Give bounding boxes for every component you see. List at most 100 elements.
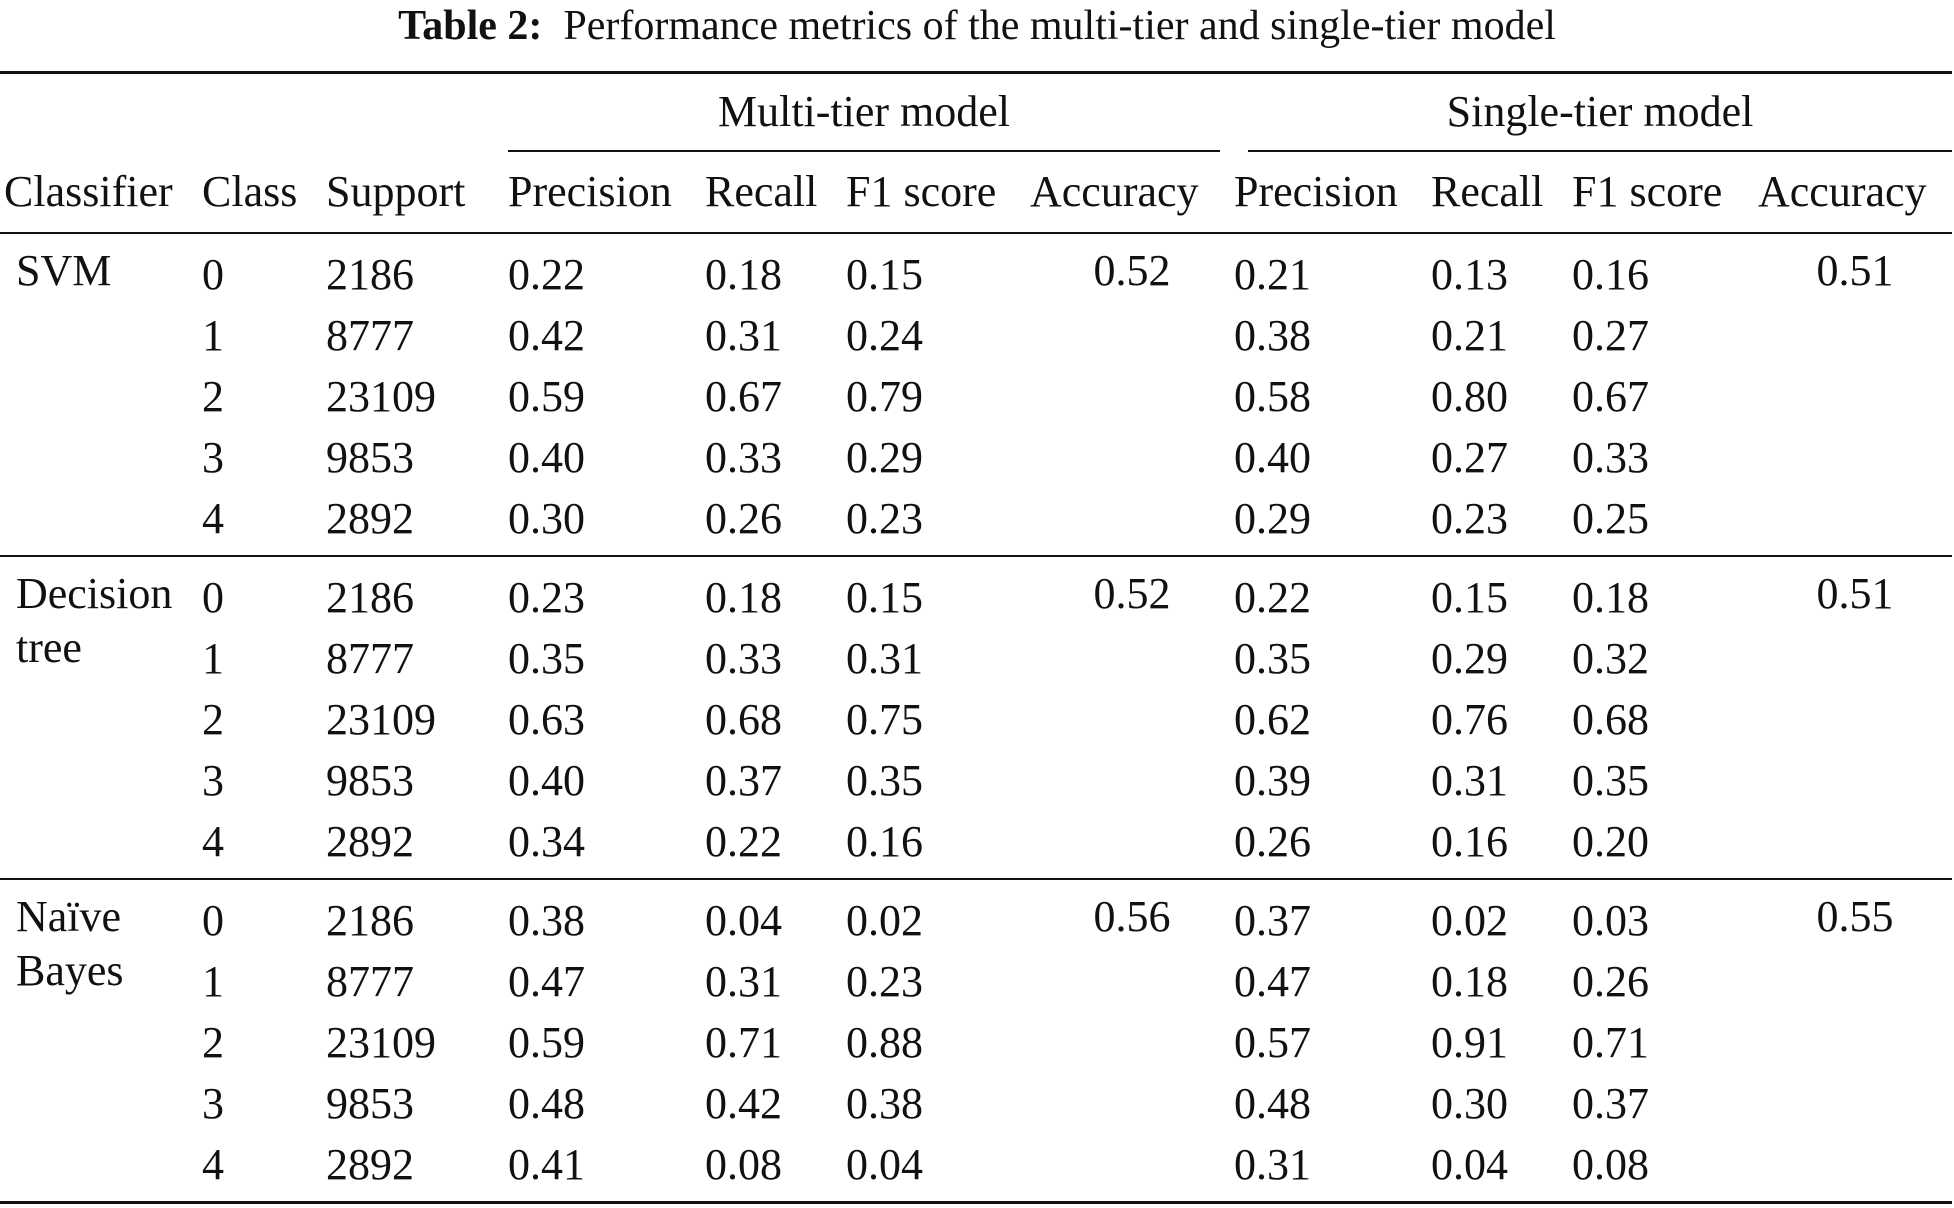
cell-multi-accuracy: 0.52 bbox=[1093, 246, 1171, 295]
cell-multi-mr: 0.33 bbox=[705, 634, 782, 683]
cell-multi-mr: 0.31 bbox=[705, 311, 782, 360]
cell-class: 0 bbox=[202, 573, 224, 622]
cell-single-sr: 0.04 bbox=[1431, 1140, 1508, 1189]
cell-multi-mf: 0.88 bbox=[846, 1018, 923, 1067]
classifier-name: Decision tree bbox=[16, 569, 173, 672]
cell-class: 1 bbox=[202, 311, 224, 360]
cell-multi-mf: 0.23 bbox=[846, 494, 923, 543]
cell-single-sf: 0.18 bbox=[1572, 573, 1649, 622]
table-header: Multi-tier model Single-tier model Class… bbox=[0, 71, 1952, 233]
group-header-single-tier: Single-tier model bbox=[1234, 74, 1952, 152]
metrics-table: Multi-tier model Single-tier model Class… bbox=[0, 71, 1952, 1204]
cell-single-sf: 0.26 bbox=[1572, 957, 1649, 1006]
cell-single-sp: 0.39 bbox=[1234, 756, 1311, 805]
cell-multi-accuracy: 0.52 bbox=[1093, 569, 1171, 618]
cell-multi-mr: 0.68 bbox=[705, 695, 782, 744]
column-header-class: Class bbox=[202, 167, 298, 216]
table-row: 1 8777 0.42 0.31 0.24 0.38 0.21 0.27 bbox=[0, 305, 1952, 366]
cell-class: 3 bbox=[202, 756, 224, 805]
column-header-multi-f1: F1 score bbox=[846, 167, 997, 216]
cell-single-sr: 0.29 bbox=[1431, 634, 1508, 683]
cell-single-sf: 0.16 bbox=[1572, 250, 1649, 299]
cell-multi-mr: 0.26 bbox=[705, 494, 782, 543]
column-header-support: Support bbox=[326, 167, 466, 216]
cell-single-sr: 0.13 bbox=[1431, 250, 1508, 299]
cell-single-sr: 0.21 bbox=[1431, 311, 1508, 360]
cell-single-sp: 0.21 bbox=[1234, 250, 1311, 299]
cell-support: 2892 bbox=[326, 494, 414, 543]
cell-class: 4 bbox=[202, 817, 224, 866]
cell-class: 0 bbox=[202, 250, 224, 299]
column-header-multi-precision: Precision bbox=[508, 167, 672, 216]
cell-multi-mf: 0.38 bbox=[846, 1079, 923, 1128]
cell-multi-mr: 0.04 bbox=[705, 896, 782, 945]
table-row: 4 2892 0.34 0.22 0.16 0.26 0.16 0.20 bbox=[0, 811, 1952, 879]
cell-multi-mf: 0.15 bbox=[846, 250, 923, 299]
cell-multi-mp: 0.47 bbox=[508, 957, 585, 1006]
cell-single-sf: 0.35 bbox=[1572, 756, 1649, 805]
cell-multi-mp: 0.23 bbox=[508, 573, 585, 622]
cell-class: 2 bbox=[202, 372, 224, 421]
cell-single-sr: 0.16 bbox=[1431, 817, 1508, 866]
cell-multi-mp: 0.34 bbox=[508, 817, 585, 866]
cell-support: 2186 bbox=[326, 896, 414, 945]
cell-class: 2 bbox=[202, 695, 224, 744]
cell-single-sf: 0.08 bbox=[1572, 1140, 1649, 1189]
cell-multi-mf: 0.16 bbox=[846, 817, 923, 866]
table-row: 2 23109 0.63 0.68 0.75 0.62 0.76 0.68 bbox=[0, 689, 1952, 750]
cell-class: 3 bbox=[202, 1079, 224, 1128]
cell-single-accuracy: 0.55 bbox=[1816, 892, 1894, 941]
table-row: SVM 0 2186 0.22 0.18 0.15 0.52 0.21 0.13 0.16 0.51 bbox=[0, 233, 1952, 305]
cell-support: 8777 bbox=[326, 634, 414, 683]
cell-multi-mr: 0.33 bbox=[705, 433, 782, 482]
cell-multi-mr: 0.42 bbox=[705, 1079, 782, 1128]
cell-support: 9853 bbox=[326, 756, 414, 805]
cell-multi-mp: 0.63 bbox=[508, 695, 585, 744]
classifier-block: Naïve Bayes 0 2186 0.38 0.04 0.02 0.56 0.37 0.02… bbox=[0, 879, 1952, 1203]
table-row: 4 2892 0.30 0.26 0.23 0.29 0.23 0.25 bbox=[0, 488, 1952, 556]
cell-multi-mp: 0.35 bbox=[508, 634, 585, 683]
cell-multi-mr: 0.18 bbox=[705, 250, 782, 299]
cell-single-sr: 0.02 bbox=[1431, 896, 1508, 945]
cell-support: 9853 bbox=[326, 1079, 414, 1128]
cell-single-sr: 0.31 bbox=[1431, 756, 1508, 805]
cell-support: 2186 bbox=[326, 250, 414, 299]
cell-single-sp: 0.58 bbox=[1234, 372, 1311, 421]
cell-multi-mp: 0.41 bbox=[508, 1140, 585, 1189]
cell-multi-mr: 0.71 bbox=[705, 1018, 782, 1067]
cell-multi-mf: 0.29 bbox=[846, 433, 923, 482]
cell-single-sp: 0.37 bbox=[1234, 896, 1311, 945]
cell-single-sf: 0.03 bbox=[1572, 896, 1649, 945]
cell-class: 3 bbox=[202, 433, 224, 482]
cell-support: 23109 bbox=[326, 372, 436, 421]
cell-single-sr: 0.80 bbox=[1431, 372, 1508, 421]
cell-support: 2892 bbox=[326, 1140, 414, 1189]
cell-single-sp: 0.47 bbox=[1234, 957, 1311, 1006]
cell-multi-mp: 0.59 bbox=[508, 1018, 585, 1067]
cell-single-sr: 0.76 bbox=[1431, 695, 1508, 744]
cell-class: 1 bbox=[202, 957, 224, 1006]
table-row: 3 9853 0.48 0.42 0.38 0.48 0.30 0.37 bbox=[0, 1073, 1952, 1134]
cell-multi-mp: 0.40 bbox=[508, 433, 585, 482]
cell-support: 23109 bbox=[326, 1018, 436, 1067]
table-row: Naïve Bayes 0 2186 0.38 0.04 0.02 0.56 0.37 0.02… bbox=[0, 879, 1952, 995]
cell-single-accuracy: 0.51 bbox=[1816, 246, 1894, 295]
cell-multi-mf: 0.23 bbox=[846, 957, 923, 1006]
classifier-block: Decision tree 0 2186 0.23 0.18 0.15 0.52 0.22 0.… bbox=[0, 556, 1952, 879]
caption-text: Performance metrics of the multi-tier an… bbox=[563, 3, 1556, 49]
group-header-multi-tier: Multi-tier model bbox=[508, 74, 1234, 152]
cell-support: 2892 bbox=[326, 817, 414, 866]
cell-support: 8777 bbox=[326, 311, 414, 360]
cell-single-sf: 0.25 bbox=[1572, 494, 1649, 543]
table-row: 3 9853 0.40 0.37 0.35 0.39 0.31 0.35 bbox=[0, 750, 1952, 811]
cell-multi-mr: 0.18 bbox=[705, 573, 782, 622]
cell-single-sp: 0.29 bbox=[1234, 494, 1311, 543]
cell-single-accuracy: 0.51 bbox=[1816, 569, 1894, 618]
cell-multi-mr: 0.67 bbox=[705, 372, 782, 421]
column-header-single-f1: F1 score bbox=[1572, 167, 1723, 216]
cell-support: 8777 bbox=[326, 957, 414, 1006]
column-header-multi-recall: Recall bbox=[705, 167, 818, 216]
cell-multi-mr: 0.22 bbox=[705, 817, 782, 866]
cell-multi-mp: 0.40 bbox=[508, 756, 585, 805]
table-row: 2 23109 0.59 0.71 0.88 0.57 0.91 0.71 bbox=[0, 1012, 1952, 1073]
